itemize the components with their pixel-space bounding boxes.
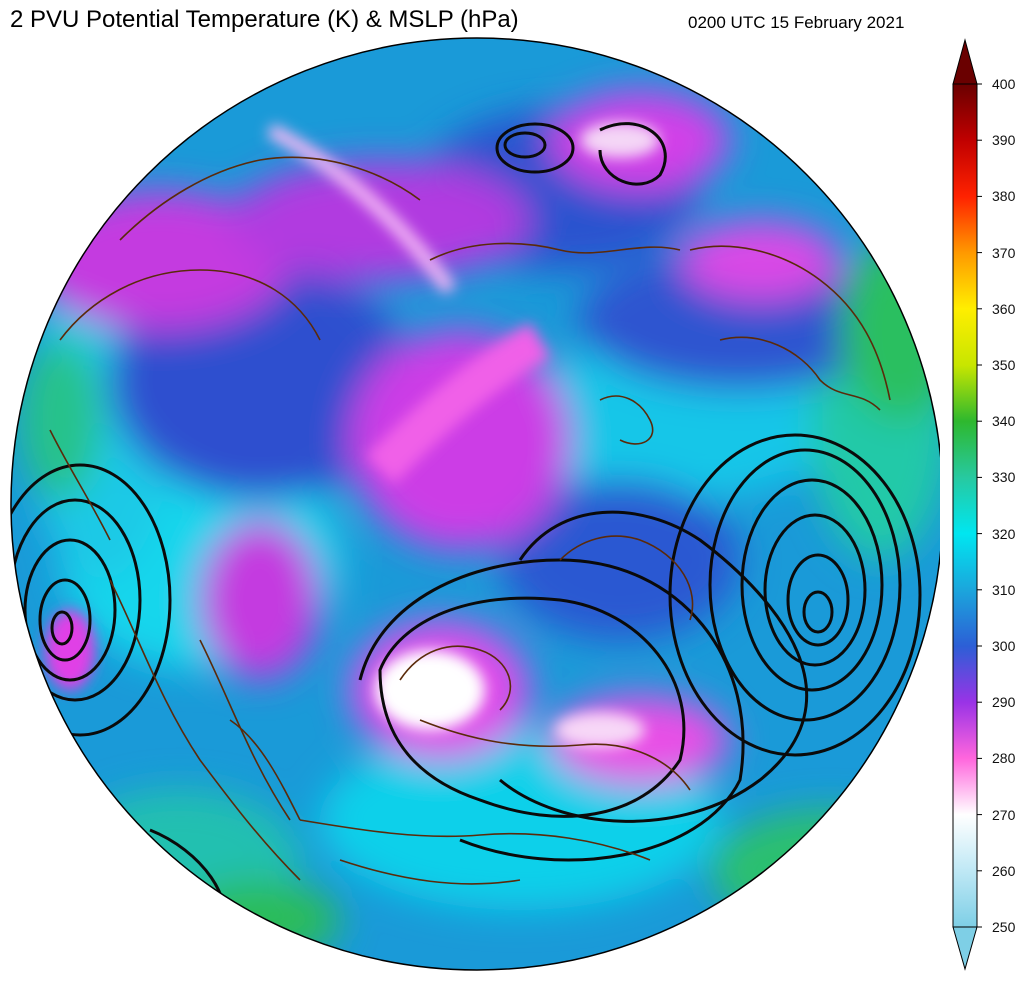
globe-outline — [10, 37, 940, 971]
colorbar-tick-label: 330 — [992, 469, 1016, 486]
colorbar-ticks — [977, 83, 982, 928]
mslp-contours — [11, 122, 922, 961]
colorbar-tick-label: 270 — [992, 806, 1016, 823]
valid-time: 0200 UTC 15 February 2021 — [688, 13, 905, 32]
colorbar-tick-label: 290 — [992, 694, 1016, 711]
colorbar-tick-label: 370 — [992, 244, 1016, 261]
colorbar-tick-label: 350 — [992, 357, 1016, 373]
colorbar-extend-min — [952, 926, 978, 971]
globe-map — [10, 37, 940, 971]
colorbar-tick-label: 260 — [992, 862, 1016, 879]
colorbar-tick-label: 280 — [992, 750, 1016, 767]
colorbar-extend-max — [952, 38, 978, 85]
map-title: 2 PVU Potential Temperature (K) & MSLP (… — [10, 6, 519, 33]
colorbar-tick-label: 360 — [992, 300, 1016, 317]
coastlines — [49, 156, 891, 885]
colorbar-tick-label: 390 — [992, 132, 1016, 149]
colorbar-tick-label: 300 — [992, 638, 1016, 654]
colorbar-tick-label: 320 — [992, 525, 1016, 542]
colorbar-tick-label: 340 — [992, 413, 1016, 430]
colorbar-tick-label: 250 — [992, 919, 1016, 935]
colorbar — [952, 38, 982, 971]
theta-field — [11, 38, 940, 970]
colorbar-tick-label: 310 — [992, 581, 1016, 598]
colorbar-bar — [952, 83, 978, 928]
colorbar-tick-label: 400 — [992, 76, 1016, 92]
colorbar-tick-label: 380 — [992, 188, 1016, 205]
